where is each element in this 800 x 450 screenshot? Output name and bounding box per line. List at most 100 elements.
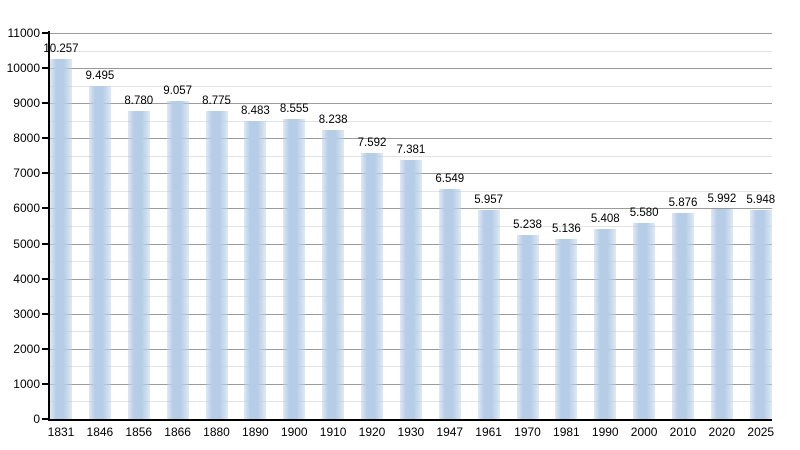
y-tick-label: 4000 [13, 271, 40, 286]
y-axis-tick [42, 67, 48, 70]
gridline-minor [50, 50, 772, 52]
gridline-major [50, 103, 772, 105]
y-axis-tick [42, 137, 48, 140]
y-axis-tick [42, 172, 48, 175]
x-tick-label: 1910 [319, 425, 347, 439]
bar-slot: 6.549 1947 [435, 173, 464, 439]
y-axis-line [48, 31, 50, 419]
bar-value-label: 5.580 [629, 207, 659, 220]
bar-value-label: 8.555 [279, 102, 309, 115]
bar-value-label: 5.136 [551, 222, 581, 235]
x-tick-label: 1880 [203, 425, 230, 439]
bar-value-label: 7.381 [396, 144, 426, 156]
y-tick-label: 0 [33, 412, 40, 426]
gridline-minor [50, 85, 772, 87]
plot-area: 10.257 1831 9.495 1846 8.780 1856 9.057 1866 8.7… [43, 33, 775, 439]
x-tick-label: 1831 [47, 425, 75, 439]
bar-slot: 7.592 1920 [358, 137, 387, 439]
bar-slot: 8.483 1890 [241, 105, 270, 439]
bar [127, 110, 150, 419]
bar [477, 209, 500, 419]
x-tick-label: 1866 [164, 425, 191, 439]
x-tick-label: 1930 [397, 425, 425, 439]
bar-slot: 5.948 2025 [746, 194, 775, 439]
y-axis-tick [42, 312, 48, 315]
gridline-minor [50, 120, 772, 122]
bar [322, 129, 345, 419]
gridline-major [50, 138, 772, 140]
bar [205, 111, 228, 419]
bar-slot: 10.257 1831 [43, 43, 78, 439]
bar [633, 223, 656, 419]
y-tick-label: 5000 [13, 236, 40, 251]
bar [438, 189, 461, 419]
x-tick-label: 1990 [591, 425, 619, 439]
y-axis-tick [42, 207, 48, 210]
y-tick-label: 10000 [6, 61, 40, 76]
bar-slot: 8.555 1900 [280, 103, 309, 439]
bar-slot: 8.780 1856 [124, 95, 153, 439]
x-tick-label: 1900 [280, 425, 308, 439]
y-tick-label: 3000 [13, 306, 40, 321]
bar-value-label: 9.057 [163, 85, 193, 98]
bar-value-label: 8.775 [202, 95, 231, 108]
bar-slot: 5.876 2010 [669, 197, 698, 439]
bar [672, 212, 694, 419]
bar-value-label: 5.408 [590, 213, 620, 226]
y-axis-tick [42, 347, 48, 350]
bar-value-label: 5.957 [474, 193, 504, 206]
x-tick-label: 1970 [514, 425, 541, 439]
y-tick-label: 7000 [13, 166, 40, 181]
x-axis-line [48, 419, 772, 421]
bar-value-label: 9.495 [85, 69, 115, 82]
y-axis-tick [42, 32, 48, 34]
gridline-major [50, 33, 772, 34]
x-tick-label: 1961 [475, 425, 502, 439]
bar-value-label: 5.876 [668, 196, 698, 209]
bar-slot: 8.775 1880 [202, 95, 231, 439]
bar-value-label: 6.549 [435, 173, 465, 186]
bar [166, 101, 189, 419]
bar-slot: 7.381 1930 [396, 144, 425, 439]
y-tick-label: 2000 [13, 341, 40, 356]
bars-container: 10.257 1831 9.495 1846 8.780 1856 9.057 1866 8.7… [43, 33, 775, 439]
y-axis-tick [42, 418, 48, 420]
bar [283, 118, 306, 419]
bar-slot: 9.495 1846 [85, 70, 114, 439]
bar [710, 208, 733, 419]
x-tick-label: 1846 [86, 425, 114, 439]
bar-slot: 5.992 2020 [707, 193, 736, 439]
bar-slot: 8.238 1910 [319, 114, 348, 439]
x-tick-label: 2010 [669, 425, 697, 439]
x-tick-label: 2020 [708, 425, 736, 439]
bar [361, 152, 383, 419]
x-tick-label: 1981 [553, 425, 580, 439]
gridline-minor [50, 155, 772, 157]
bar-slot: 9.057 1866 [163, 85, 192, 439]
y-axis-tick [42, 242, 48, 245]
bar-slot: 5.238 1970 [513, 219, 542, 439]
bar [399, 160, 422, 419]
bar-value-label: 5.948 [746, 194, 776, 207]
bar [594, 229, 617, 419]
bar [244, 121, 267, 419]
y-tick-label: 8000 [13, 131, 40, 146]
x-tick-label: 2000 [630, 425, 658, 439]
bar-slot: 5.580 2000 [630, 207, 659, 439]
y-tick-label: 9000 [13, 96, 40, 111]
bar-value-label: 8.238 [318, 113, 348, 126]
bar [516, 235, 539, 419]
gridline-major [50, 68, 772, 70]
y-tick-label: 11000 [7, 26, 40, 40]
bar [749, 210, 772, 419]
y-tick-label: 1000 [13, 376, 40, 391]
y-axis-tick [42, 277, 48, 280]
x-tick-label: 1920 [358, 425, 386, 439]
y-axis-tick [42, 382, 48, 385]
bar [555, 238, 578, 419]
bar-slot: 5.408 1990 [591, 213, 620, 439]
bar-value-label: 10.257 [43, 43, 79, 56]
bar-slot: 5.957 1961 [474, 194, 503, 439]
bar-value-label: 7.592 [357, 136, 387, 149]
